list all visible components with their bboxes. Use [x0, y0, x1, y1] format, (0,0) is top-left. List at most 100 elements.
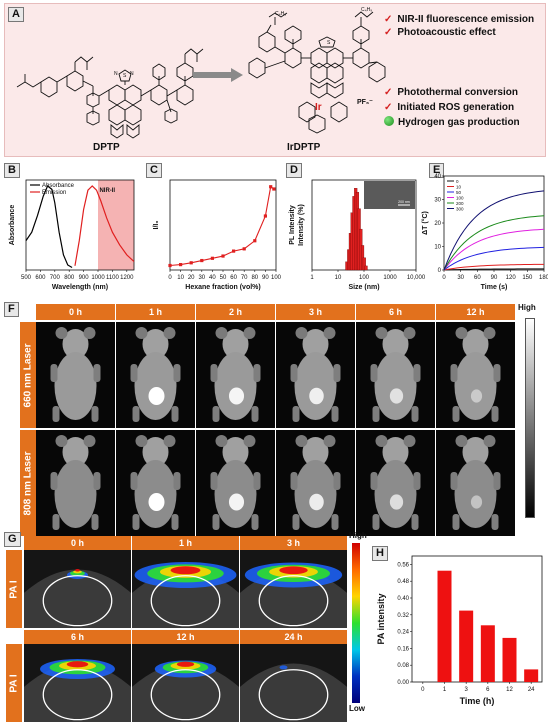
pa-signal-peak	[279, 566, 308, 575]
f-mouse-image	[276, 430, 355, 536]
f-mouse-image	[116, 322, 195, 428]
mouse-ear	[55, 327, 68, 339]
mouse-leg	[372, 514, 380, 530]
mouse-ear	[135, 435, 148, 447]
mouse-leg	[452, 406, 460, 422]
mouse-leg	[91, 514, 99, 530]
mouse-ear	[55, 435, 68, 447]
histogram-bar	[364, 265, 368, 271]
f-row-label: 808 nm Laser	[20, 430, 36, 536]
mouse-ear	[295, 327, 308, 339]
mouse-leg	[91, 406, 99, 422]
f-mouse-image	[356, 322, 435, 428]
x-tick-label: 1100	[106, 275, 120, 281]
mouse-leg	[212, 406, 220, 422]
mouse-head	[62, 437, 89, 467]
x-axis-title: Size (nm)	[348, 284, 379, 291]
mouse-ear	[295, 435, 308, 447]
mouse-silhouette-icon	[450, 327, 501, 422]
g-time-header: 3 h	[240, 536, 347, 550]
mouse-leg	[372, 406, 380, 422]
mouse-head	[222, 437, 249, 467]
mouse-leg	[130, 364, 138, 382]
data-point	[168, 263, 172, 268]
features-bottom-list: ✓ Photothermal conversion ✓ Initiated ROS …	[384, 86, 520, 129]
x-tick-label: 90	[491, 275, 498, 281]
data-point	[232, 249, 236, 253]
plot-frame	[411, 555, 543, 683]
x-tick-label: 30	[198, 275, 205, 281]
mouse-leg	[93, 472, 101, 490]
mouse-silhouette-icon	[370, 435, 421, 530]
tissue-region	[132, 663, 239, 722]
mouse-leg	[450, 472, 458, 490]
svg-text:S: S	[327, 40, 331, 46]
mouse-leg	[290, 364, 298, 382]
mouse-ear	[403, 435, 416, 447]
tumor-signal-spot	[309, 493, 324, 511]
tissue-region	[24, 663, 131, 722]
g-pa-image	[240, 644, 347, 722]
tumor-signal-spot	[148, 387, 165, 405]
pa-signal-high	[73, 570, 82, 574]
temperature-curve-300	[443, 190, 545, 271]
feature-item: ✓ Initiated ROS generation	[384, 102, 515, 113]
check-icon: ✓	[384, 102, 393, 113]
y-tick-label: 10	[434, 245, 441, 251]
svg-text:N: N	[114, 71, 118, 77]
temperature-curve-50	[443, 246, 545, 271]
pa-ultrasound-overlay	[240, 562, 347, 628]
dptp-label: DPTP	[93, 142, 120, 153]
x-tick-label: 1000	[91, 275, 105, 281]
f-time-header: 6 h	[356, 304, 435, 320]
feature-item: ✓ NIR-II fluorescence emission	[384, 14, 535, 25]
x-tick-label: 40	[209, 275, 216, 281]
x-axis-title: Wavelength (nm)	[52, 284, 108, 291]
legend-label: 300	[456, 207, 464, 212]
mouse-silhouette-icon	[50, 435, 101, 530]
series-line	[169, 185, 275, 267]
mouse-leg	[292, 406, 300, 422]
pa-bar	[524, 669, 539, 682]
x-tick-label: 150	[522, 275, 533, 281]
f-row-label: 660 nm Laser	[20, 322, 36, 428]
f-time-header: 1 h	[116, 304, 195, 320]
y-tick-label: 0.08	[397, 663, 409, 669]
mouse-leg	[452, 514, 460, 530]
g-time-header: 6 h	[24, 630, 131, 644]
temperature-curve-200	[443, 215, 545, 271]
mouse-ear	[215, 435, 228, 447]
pa-ultrasound-overlay	[132, 660, 239, 722]
x-tick-label: 10	[177, 275, 184, 281]
x-axis-title: Time (h)	[460, 696, 495, 706]
nir-ii-annotation: NIR-II	[99, 188, 115, 194]
y-tick-label: 0.56	[397, 562, 409, 568]
mouse-leg	[173, 364, 181, 382]
legend-label: Absorbance	[42, 183, 75, 189]
mouse-leg	[411, 406, 419, 422]
counter-ion-label: PF₆⁻	[357, 99, 373, 106]
mouse-leg	[292, 514, 300, 530]
legend-label: 200	[456, 201, 464, 206]
g-scale-low-label: Low	[349, 704, 365, 713]
mouse-leg	[253, 472, 261, 490]
mouse-leg	[50, 472, 58, 490]
panel-a: A	[4, 3, 546, 157]
mouse-leg	[50, 364, 58, 382]
irdptp-structure: S Ir C₄H₉ C₄H₉	[248, 7, 386, 134]
panel-letter-h: H	[372, 546, 388, 561]
data-point	[263, 214, 267, 218]
pa-ultrasound-overlay	[24, 658, 131, 722]
f-intensity-scale-bar	[525, 318, 535, 518]
mouse-ear	[323, 435, 336, 447]
mouse-silhouette-icon	[370, 327, 421, 422]
f-row-label-text: 808 nm Laser	[22, 451, 34, 515]
y-axis-title: ΔT (°C)	[421, 211, 429, 235]
temperature-curve-0	[443, 268, 545, 271]
features-top-list: ✓ NIR-II fluorescence emission ✓ Photoacou…	[384, 13, 534, 39]
panel-letter-c: C	[146, 163, 162, 178]
mouse-leg	[331, 406, 339, 422]
substituent-left-label: C₄H₉	[275, 11, 286, 17]
mouse-leg	[333, 472, 341, 490]
